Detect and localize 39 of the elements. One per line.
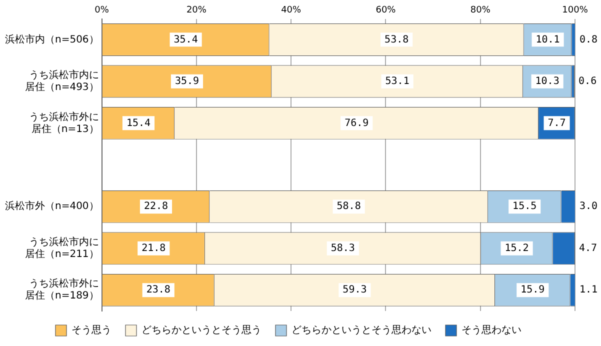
x-tick-label: 40%: [281, 6, 302, 16]
x-tick-label: 100%: [562, 6, 588, 16]
data-label: 53.8: [384, 34, 409, 46]
x-tick-label: 60%: [376, 6, 396, 16]
data-label: 10.1: [536, 34, 560, 46]
data-label: 3.0: [579, 201, 598, 212]
x-tick-label: 20%: [186, 6, 207, 16]
legend-label: そう思わない: [462, 325, 522, 336]
y-tick-label: うち浜松市外に居住（n=189）: [24, 278, 99, 302]
data-label: 15.9: [520, 284, 545, 296]
data-label: 21.8: [142, 242, 166, 254]
data-label: 35.4: [174, 34, 198, 46]
data-label: 23.8: [146, 284, 170, 296]
y-tick-label: 浜松市外（n=400）: [4, 200, 99, 212]
y-tick-label: 浜松市内（n=506）: [4, 33, 99, 46]
data-label: 1.1: [579, 284, 598, 296]
legend-label: そう思う: [72, 325, 112, 336]
data-label: 10.3: [535, 76, 560, 88]
legend-label: どちらかというとそう思わない: [292, 325, 432, 336]
data-label: 0.8: [579, 34, 598, 46]
data-label: 59.3: [342, 284, 367, 296]
data-label: 76.9: [344, 118, 369, 129]
x-tick-label: 80%: [470, 6, 491, 16]
y-tick-label: うち浜松市外に居住（n=13）: [28, 110, 99, 135]
data-label: 35.9: [174, 76, 200, 88]
data-label: 15.4: [126, 118, 151, 129]
legend-label: どちらかというとそう思う: [142, 325, 262, 336]
data-label: 7.7: [548, 118, 566, 129]
y-tick-label: うち浜松市内に居住（n=211）: [24, 236, 99, 260]
data-label: 0.6: [578, 76, 597, 88]
y-tick-label: うち浜松市内に居住（n=493）: [24, 69, 99, 94]
data-label: 15.2: [504, 242, 529, 254]
data-label: 4.7: [579, 242, 598, 254]
data-label: 58.8: [336, 201, 361, 212]
x-tick-label: 0%: [94, 6, 110, 16]
data-label: 22.8: [144, 201, 168, 212]
data-label: 58.3: [330, 242, 355, 254]
data-label: 53.1: [385, 76, 410, 88]
data-label: 15.5: [512, 201, 537, 212]
